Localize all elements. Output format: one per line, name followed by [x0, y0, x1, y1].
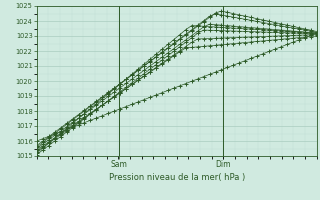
X-axis label: Pression niveau de la mer( hPa ): Pression niveau de la mer( hPa ) [109, 173, 245, 182]
